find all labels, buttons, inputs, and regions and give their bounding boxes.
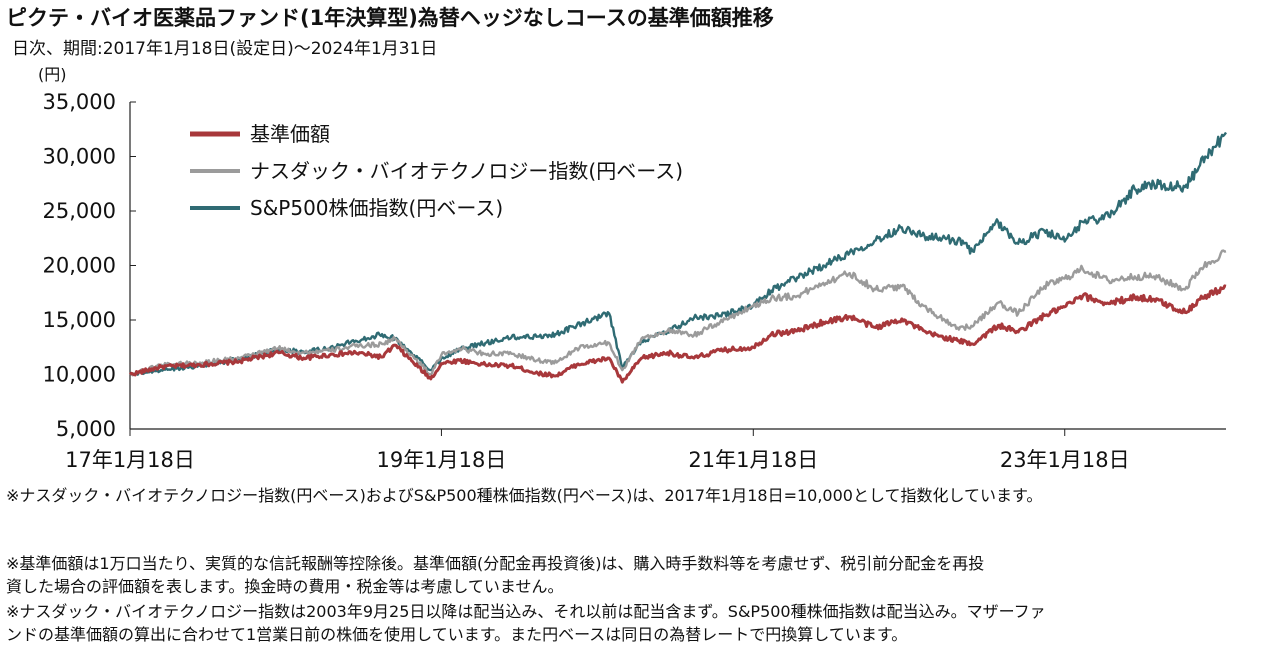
index-note: ※ナスダック・バイオテクノロジー指数(円ベース)およびS&P500種株価指数(円… — [6, 486, 1043, 505]
chart-axes — [129, 102, 1226, 430]
y-tick-label: 20,000 — [43, 254, 116, 278]
x-tick-label: 21年1月18日 — [688, 448, 818, 472]
x-tick-label: 17年1月18日 — [65, 448, 195, 472]
y-axis-unit-label: (円) — [38, 65, 67, 84]
x-axis-ticks: 17年1月18日 19年1月18日 21年1月18日 23年1月18日 — [65, 429, 1130, 472]
legend-label: S&P500株価指数(円ベース) — [250, 196, 503, 220]
page-title: ピクテ・バイオ医薬品ファンド(1年決算型)為替ヘッジなしコースの基準価額推移 — [6, 6, 774, 30]
nav-note-line-1: ※基準価額は1万口当たり、実質的な信託報酬等控除後。基準価額(分配金再投資後)は… — [6, 554, 985, 573]
series-line — [128, 284, 1227, 384]
nav-note-line-2: 資した場合の評価額を表します。換金時の費用・税金等は考慮していません。 — [6, 577, 564, 596]
y-tick-label: 35,000 — [43, 90, 116, 114]
y-tick-label: 10,000 — [43, 363, 116, 387]
y-tick-label: 30,000 — [43, 145, 116, 169]
x-tick-label: 19年1月18日 — [377, 448, 507, 472]
y-tick-label: 25,000 — [43, 199, 116, 223]
y-axis-ticks: 5,000 10,000 15,000 20,000 25,000 30,000 35,00… — [43, 90, 136, 441]
dividend-note-line-2: ンドの基準価額の算出に合わせて1営業日前の株価を使用しています。また円ベースは同… — [6, 625, 908, 644]
legend-label: ナスダック・バイオテクノロジー指数(円ベース) — [250, 159, 683, 183]
y-tick-label: 5,000 — [56, 417, 116, 441]
line-chart: 5,000 10,000 15,000 20,000 25,000 30,000 35,00… — [43, 90, 1227, 472]
series-line — [129, 249, 1227, 377]
chart-series — [128, 131, 1227, 384]
y-tick-label: 15,000 — [43, 308, 116, 332]
dividend-note-line-1: ※ナスダック・バイオテクノロジー指数は2003年9月25日以降は配当込み、それ以… — [6, 602, 1046, 621]
legend-label: 基準価額 — [250, 122, 330, 146]
x-tick-label: 23年1月18日 — [1000, 448, 1130, 472]
chart-subtitle: 日次、期間:2017年1月18日(設定日)〜2024年1月31日 — [12, 39, 438, 59]
